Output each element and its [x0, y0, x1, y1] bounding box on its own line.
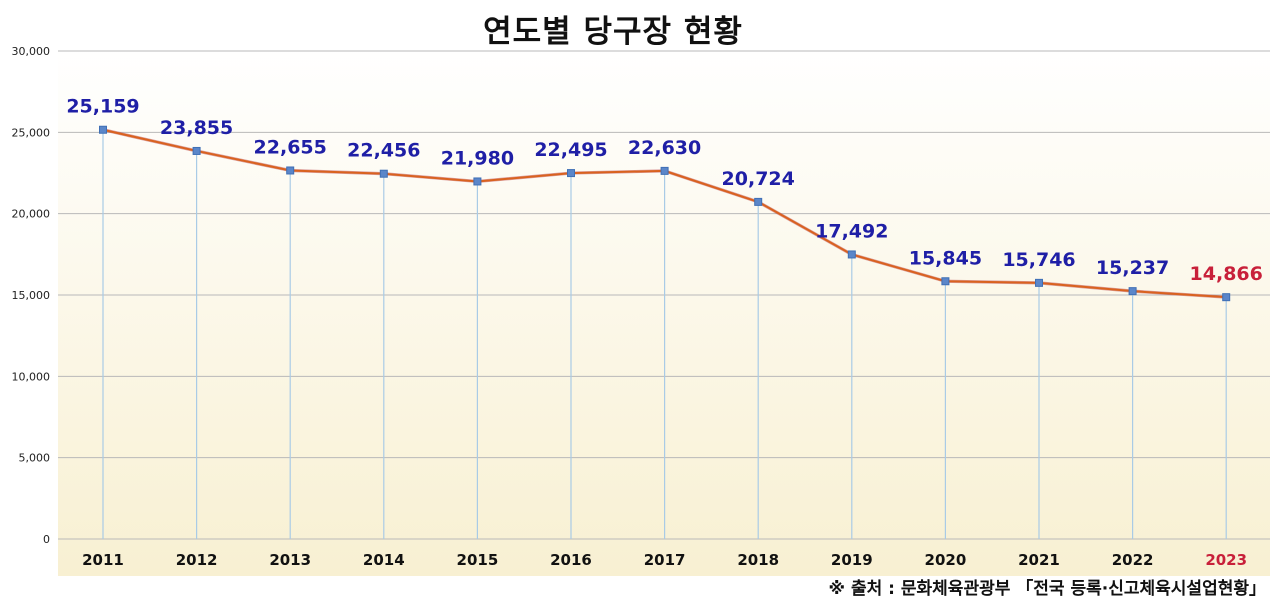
x-tick-label: 2014 — [363, 551, 405, 569]
y-tick-label: 10,000 — [12, 370, 51, 383]
data-point — [286, 166, 295, 175]
x-tick-label: 2023 — [1205, 551, 1247, 569]
data-point — [941, 277, 950, 286]
y-tick-label: 25,000 — [12, 126, 51, 139]
data-point — [99, 125, 107, 134]
data-point — [567, 169, 575, 178]
data-point — [1035, 278, 1043, 287]
data-point — [1222, 293, 1231, 302]
data-point — [660, 166, 669, 175]
data-point — [473, 177, 482, 186]
data-label: 22,456 — [347, 140, 420, 162]
data-point — [1128, 287, 1137, 296]
x-tick-label: 2011 — [82, 551, 124, 569]
data-label: 15,746 — [1002, 249, 1075, 271]
x-tick-label: 2018 — [737, 551, 779, 569]
data-label: 25,159 — [66, 96, 139, 118]
x-tick-label: 2017 — [644, 551, 686, 569]
x-tick-label: 2012 — [176, 551, 218, 569]
y-tick-label: 15,000 — [12, 289, 51, 302]
y-tick-label: 5,000 — [19, 452, 51, 465]
data-label: 22,655 — [254, 136, 327, 158]
data-label: 20,724 — [722, 168, 795, 190]
data-point — [379, 169, 388, 178]
x-tick-label: 2021 — [1018, 551, 1060, 569]
y-tick-label: 20,000 — [12, 208, 51, 221]
data-label: 22,630 — [628, 137, 701, 159]
data-label: 22,495 — [534, 139, 607, 161]
data-label: 23,855 — [160, 117, 233, 139]
x-tick-label: 2020 — [925, 551, 967, 569]
x-tick-label: 2022 — [1112, 551, 1154, 569]
source-note: ※ 출처 : 문화체육관광부 「전국 등록·신고체육시설업현황」 — [828, 579, 1266, 599]
data-point — [192, 146, 201, 155]
y-tick-label: 30,000 — [12, 45, 51, 58]
data-label: 14,866 — [1190, 263, 1263, 285]
x-tick-label: 2015 — [457, 551, 499, 569]
data-point — [847, 250, 856, 259]
data-label: 21,980 — [441, 147, 514, 169]
x-tick-label: 2013 — [269, 551, 311, 569]
x-tick-label: 2019 — [831, 551, 873, 569]
x-tick-label: 2016 — [550, 551, 592, 569]
chart-title: 연도별 당구장 현황 — [483, 14, 743, 50]
data-label: 17,492 — [815, 220, 888, 242]
data-label: 15,845 — [909, 247, 982, 269]
y-tick-label: 0 — [43, 533, 50, 546]
data-point — [754, 197, 763, 206]
data-label: 15,237 — [1096, 257, 1169, 279]
